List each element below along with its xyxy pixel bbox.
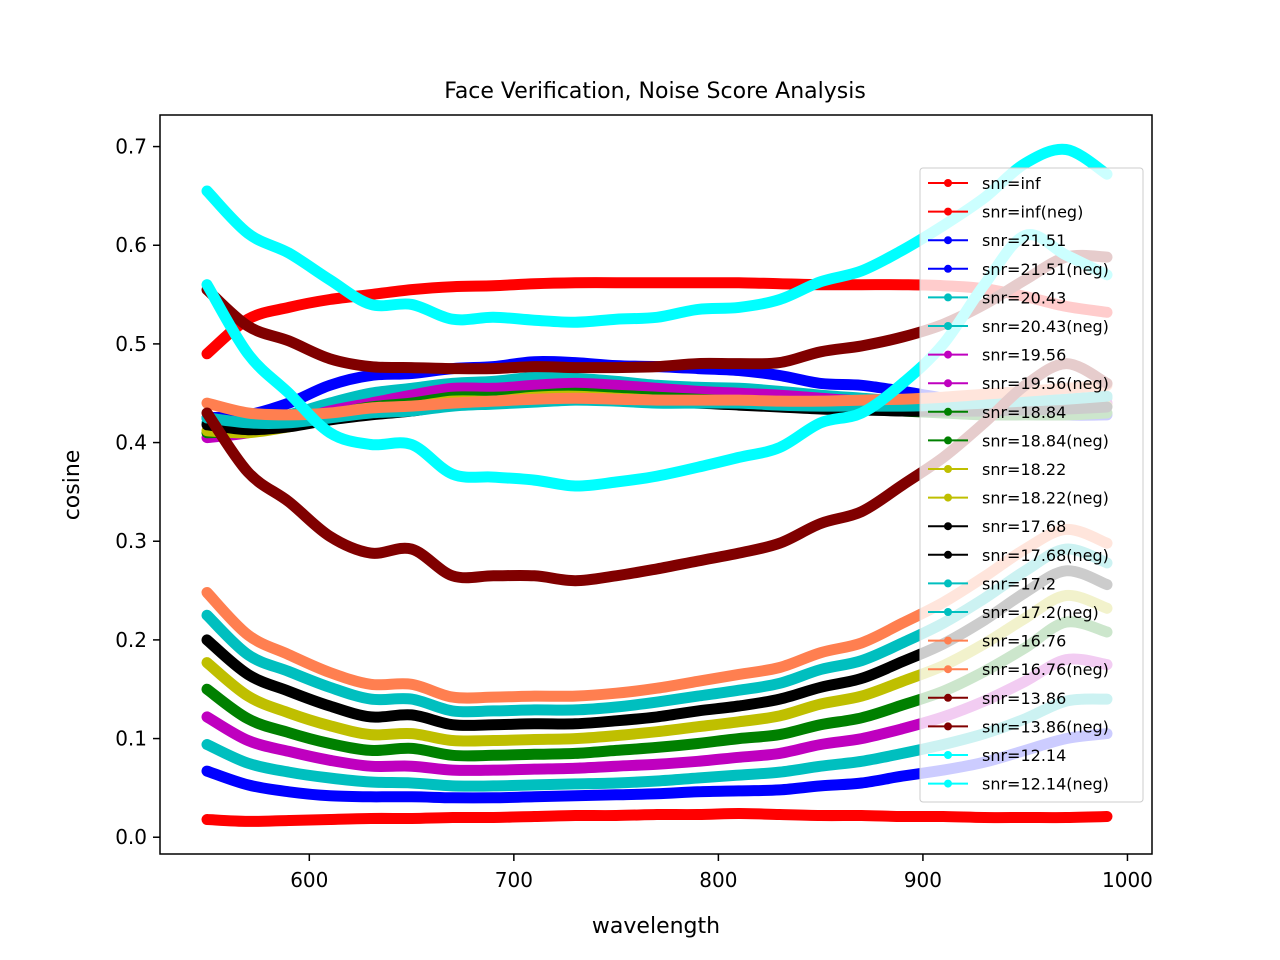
legend-label-7: snr=19.56(neg): [982, 374, 1109, 393]
legend-label-12: snr=17.68: [982, 517, 1066, 536]
legend-marker-9: [944, 436, 952, 445]
y-tick-label-0: 0.0: [115, 825, 147, 849]
x-tick-label-2: 800: [699, 868, 737, 892]
y-tick-label-6: 0.6: [115, 233, 147, 257]
legend-label-17: snr=16.76(neg): [982, 660, 1109, 679]
legend-marker-15: [944, 608, 952, 616]
legend-label-21: snr=12.14(neg): [982, 775, 1109, 794]
x-tick-label-1: 700: [495, 868, 533, 892]
legend-label-14: snr=17.2: [982, 574, 1056, 593]
legend-label-4: snr=20.43: [982, 288, 1066, 307]
legend-label-11: snr=18.22(neg): [982, 489, 1109, 508]
legend-label-9: snr=18.84(neg): [982, 431, 1109, 450]
legend-label-5: snr=20.43(neg): [982, 317, 1109, 336]
legend-marker-8: [944, 407, 952, 416]
legend-marker-19: [944, 722, 952, 731]
y-axis: 0.0 0.1 0.2 0.3 0.4 0.5 0.6 0.7: [115, 135, 160, 849]
legend-marker-16: [944, 636, 952, 645]
legend-marker-20: [944, 751, 952, 759]
x-axis: 600 700 800 900 1000: [290, 854, 1153, 892]
x-axis-label: wavelength: [592, 914, 720, 939]
legend-marker-13: [944, 550, 952, 559]
legend-label-2: snr=21.51: [982, 231, 1066, 250]
y-tick-label-2: 0.2: [115, 628, 147, 652]
legend-label-20: snr=12.14: [982, 746, 1066, 765]
legend-marker-12: [944, 522, 952, 531]
legend-marker-21: [944, 779, 952, 788]
legend: snr=inf snr=inf(neg) snr=21.51 snr=21.51(ne…: [919, 167, 1144, 803]
legend-label-16: snr=16.76: [982, 632, 1066, 651]
legend-label-19: snr=13.86(neg): [982, 717, 1109, 736]
legend-label-6: snr=19.56: [982, 346, 1066, 365]
legend-marker-17: [944, 665, 952, 674]
legend-label-0: snr=inf: [982, 174, 1041, 193]
y-axis-label: cosine: [60, 450, 85, 521]
legend-marker-11: [944, 493, 952, 502]
y-tick-label-4: 0.4: [115, 431, 147, 455]
series-line-0: [201, 808, 1113, 827]
legend-marker-2: [944, 236, 952, 245]
legend-label-15: snr=17.2(neg): [982, 603, 1099, 622]
legend-label-13: snr=17.68(neg): [982, 546, 1109, 565]
legend-marker-6: [944, 350, 952, 359]
legend-label-8: snr=18.84: [982, 403, 1066, 422]
x-tick-label-3: 900: [904, 868, 942, 892]
x-tick-label-0: 600: [290, 868, 328, 892]
legend-frame: [919, 167, 1144, 803]
legend-marker-0: [944, 179, 952, 187]
y-tick-label-3: 0.3: [115, 529, 147, 553]
legend-marker-4: [944, 293, 952, 302]
y-tick-label-1: 0.1: [115, 727, 147, 751]
legend-marker-5: [944, 322, 952, 330]
legend-marker-7: [944, 379, 952, 388]
plot-frame: [159, 114, 1153, 855]
legend-marker-1: [944, 207, 952, 216]
legend-label-1: snr=inf(neg): [982, 203, 1083, 222]
legend-marker-10: [944, 465, 952, 473]
legend-marker-14: [944, 579, 952, 588]
legend-label-10: snr=18.22: [982, 460, 1066, 479]
legend-marker-3: [944, 264, 952, 273]
legend-label-3: snr=21.51(neg): [982, 260, 1109, 279]
x-tick-label-4: 1000: [1102, 868, 1153, 892]
y-tick-label-7: 0.7: [115, 135, 147, 159]
legend-label-18: snr=13.86: [982, 689, 1066, 708]
legend-marker-18: [944, 693, 952, 702]
chart-title: Face Verification, Noise Score Analysis: [444, 79, 866, 104]
y-tick-label-5: 0.5: [115, 332, 147, 356]
